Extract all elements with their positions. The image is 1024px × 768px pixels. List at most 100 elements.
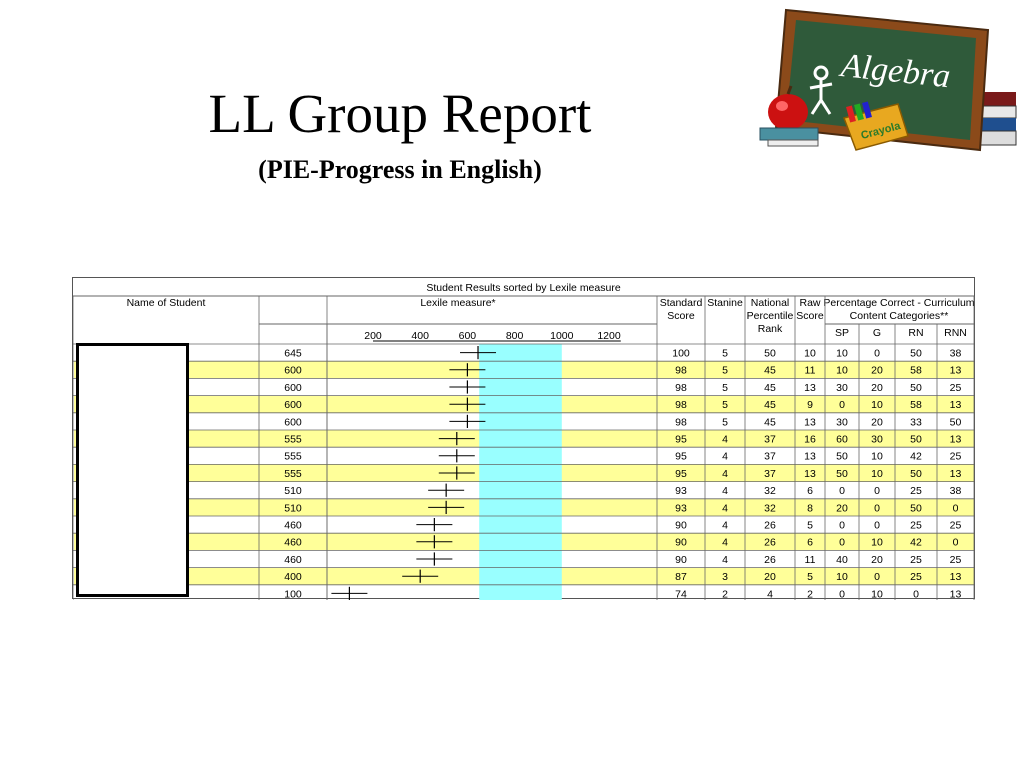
header-stanine: Stanine bbox=[707, 297, 743, 309]
lexile-scale-label: 1200 bbox=[597, 330, 621, 342]
cell-lexile: 510 bbox=[284, 485, 302, 497]
cell-npr: 37 bbox=[764, 451, 776, 463]
cell-rn: 58 bbox=[910, 399, 922, 411]
cell-npr: 50 bbox=[764, 348, 776, 360]
cell-g: 0 bbox=[874, 502, 880, 514]
cell-rnn: 13 bbox=[950, 399, 962, 411]
cell-rn: 50 bbox=[910, 348, 922, 360]
cell-lexile: 645 bbox=[284, 348, 302, 360]
cell-standard: 98 bbox=[675, 399, 687, 411]
cell-standard: 98 bbox=[675, 416, 687, 428]
cell-stanine: 3 bbox=[722, 571, 728, 583]
cell-stanine: 4 bbox=[722, 554, 728, 566]
cell-npr: 32 bbox=[764, 502, 776, 514]
header-percentile-rank: National bbox=[751, 297, 790, 309]
cell-standard: 87 bbox=[675, 571, 687, 583]
cell-raw: 6 bbox=[807, 537, 813, 549]
header-percentage-correct: Percentage Correct - Curriculum bbox=[823, 297, 974, 309]
cell-standard: 100 bbox=[672, 348, 690, 360]
slide-subtitle: (PIE-Progress in English) bbox=[258, 155, 542, 184]
cell-rn: 50 bbox=[910, 382, 922, 394]
cell-stanine: 4 bbox=[722, 520, 728, 532]
header-percentile-rank: Percentile bbox=[747, 310, 794, 322]
crayon-box-icon: Crayola bbox=[843, 101, 909, 151]
cell-standard: 95 bbox=[675, 468, 687, 480]
header-percentage-correct: Content Categories** bbox=[850, 310, 949, 322]
cell-npr: 32 bbox=[764, 485, 776, 497]
header-raw-score: Raw bbox=[799, 297, 820, 309]
cell-raw: 6 bbox=[807, 485, 813, 497]
cell-stanine: 5 bbox=[722, 399, 728, 411]
cell-standard: 95 bbox=[675, 451, 687, 463]
cell-raw: 13 bbox=[804, 416, 816, 428]
cell-sp: 10 bbox=[836, 348, 848, 360]
lexile-scale-label: 400 bbox=[411, 330, 429, 342]
cell-rn: 33 bbox=[910, 416, 922, 428]
cell-g: 0 bbox=[874, 571, 880, 583]
apple-icon bbox=[768, 85, 808, 130]
cell-stanine: 4 bbox=[722, 537, 728, 549]
cell-g: 10 bbox=[871, 451, 883, 463]
cell-npr: 4 bbox=[767, 588, 773, 600]
cell-rnn: 38 bbox=[950, 348, 962, 360]
cell-lexile: 555 bbox=[284, 451, 302, 463]
cell-rn: 42 bbox=[910, 537, 922, 549]
student-name-redaction-box bbox=[76, 343, 189, 597]
header-category-rn: RN bbox=[908, 327, 923, 339]
cell-rn: 42 bbox=[910, 451, 922, 463]
cell-sp: 0 bbox=[839, 537, 845, 549]
cell-standard: 98 bbox=[675, 365, 687, 377]
cell-g: 10 bbox=[871, 537, 883, 549]
cell-sp: 30 bbox=[836, 382, 848, 394]
cell-npr: 26 bbox=[764, 520, 776, 532]
cell-g: 20 bbox=[871, 382, 883, 394]
cell-g: 0 bbox=[874, 520, 880, 532]
cell-g: 20 bbox=[871, 365, 883, 377]
cell-g: 30 bbox=[871, 434, 883, 446]
cell-lexile: 460 bbox=[284, 554, 302, 566]
header-category-g: G bbox=[873, 327, 881, 339]
cell-rnn: 25 bbox=[950, 554, 962, 566]
cell-sp: 0 bbox=[839, 520, 845, 532]
cell-sp: 0 bbox=[839, 399, 845, 411]
cell-lexile: 100 bbox=[284, 588, 302, 600]
cell-rnn: 13 bbox=[950, 468, 962, 480]
stick-figure-icon bbox=[809, 65, 833, 115]
cell-raw: 13 bbox=[804, 382, 816, 394]
cell-raw: 13 bbox=[804, 468, 816, 480]
cell-lexile: 555 bbox=[284, 434, 302, 446]
header-percentile-rank: Rank bbox=[758, 323, 783, 335]
cell-npr: 45 bbox=[764, 365, 776, 377]
cell-lexile: 460 bbox=[284, 537, 302, 549]
cell-standard: 90 bbox=[675, 520, 687, 532]
cell-stanine: 4 bbox=[722, 451, 728, 463]
cell-rn: 25 bbox=[910, 571, 922, 583]
cell-sp: 50 bbox=[836, 451, 848, 463]
cell-sp: 0 bbox=[839, 588, 845, 600]
cell-standard: 93 bbox=[675, 502, 687, 514]
cell-sp: 10 bbox=[836, 365, 848, 377]
cell-rn: 25 bbox=[910, 485, 922, 497]
header-category-sp: SP bbox=[835, 327, 849, 339]
header-category-rnn: RNN bbox=[944, 327, 967, 339]
cell-stanine: 4 bbox=[722, 468, 728, 480]
cell-rn: 50 bbox=[910, 468, 922, 480]
lexile-target-band bbox=[479, 344, 562, 600]
cell-g: 10 bbox=[871, 468, 883, 480]
cell-raw: 16 bbox=[804, 434, 816, 446]
cell-rn: 25 bbox=[910, 520, 922, 532]
algebra-chalkboard-clipart: Algebra Crayola bbox=[759, 8, 1017, 152]
cell-npr: 37 bbox=[764, 434, 776, 446]
cell-rnn: 38 bbox=[950, 485, 962, 497]
cell-rn: 0 bbox=[913, 588, 919, 600]
cell-rnn: 25 bbox=[950, 382, 962, 394]
cell-lexile: 600 bbox=[284, 382, 302, 394]
cell-rnn: 13 bbox=[950, 434, 962, 446]
header-standard-score: Score bbox=[667, 310, 695, 322]
cell-g: 10 bbox=[871, 399, 883, 411]
lexile-scale-label: 600 bbox=[459, 330, 477, 342]
cell-rn: 50 bbox=[910, 434, 922, 446]
slide-title: LL Group Report bbox=[208, 83, 592, 144]
cell-raw: 9 bbox=[807, 399, 813, 411]
student-results-table: Student Results sorted by Lexile measure… bbox=[72, 277, 975, 600]
